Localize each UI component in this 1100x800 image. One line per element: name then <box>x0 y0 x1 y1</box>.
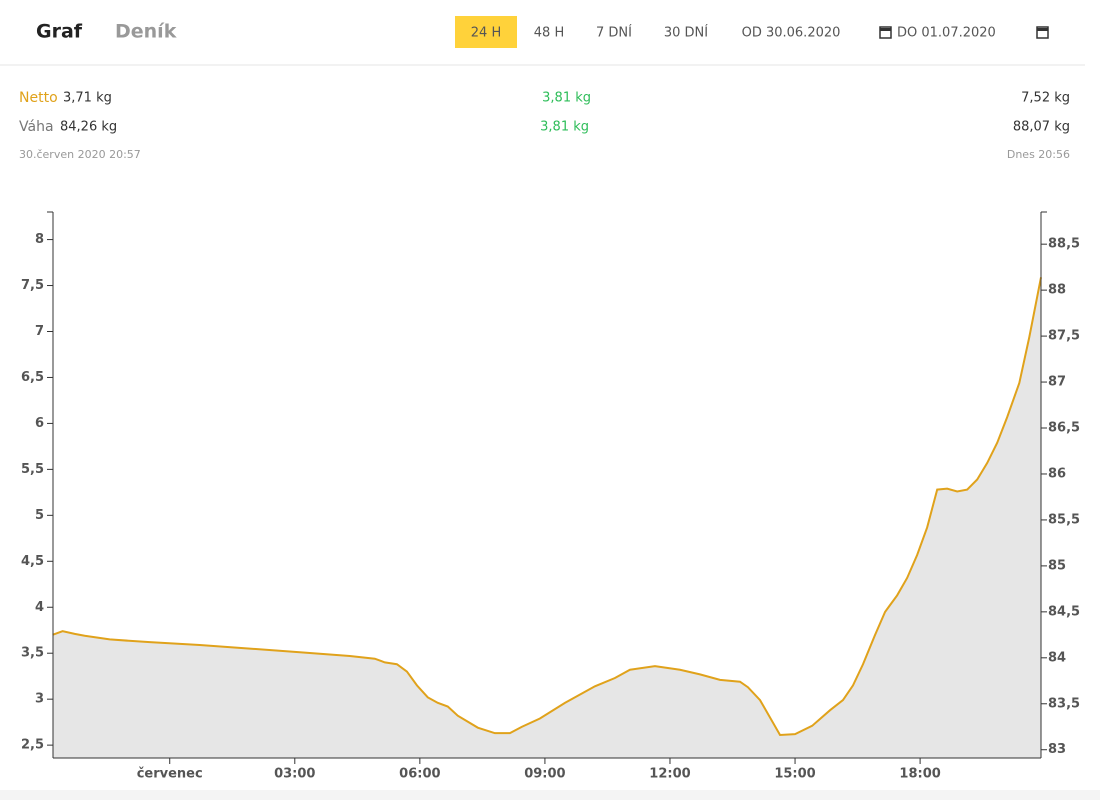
y-tick-label: 5,5 <box>21 462 44 477</box>
y2-tick-label: 83,5 <box>1048 696 1080 711</box>
start-time: 30.červen 2020 20:57 <box>19 148 141 161</box>
stat-label: Netto <box>19 90 58 106</box>
area <box>52 277 1041 758</box>
stat-start: 84,26 kg <box>60 120 117 135</box>
y2-tick-label: 86 <box>1048 466 1066 481</box>
stat-end: 88,07 kg <box>1013 120 1070 135</box>
y-tick-label: 7 <box>35 324 44 339</box>
y2-tick-label: 87 <box>1048 375 1066 390</box>
tab[interactable]: Graf <box>36 21 83 43</box>
y-tick-label: 2,5 <box>21 738 44 753</box>
end-time: Dnes 20:56 <box>1007 148 1070 161</box>
stat-label: Váha <box>19 119 54 135</box>
y-tick-label: 8 <box>35 232 44 247</box>
y2-tick-label: 84 <box>1048 650 1066 665</box>
x-tick-label: 06:00 <box>399 767 440 782</box>
y2-tick-label: 84,5 <box>1048 604 1080 619</box>
tab[interactable]: Deník <box>115 21 177 43</box>
y2-tick-label: 88,5 <box>1048 237 1080 252</box>
calendar-icon[interactable] <box>879 26 892 39</box>
filter[interactable]: OD 30.06.2020 <box>742 26 841 41</box>
y-tick-label: 3 <box>35 692 44 707</box>
footer-strip <box>0 790 1100 800</box>
x-tick-label: červenec <box>137 767 203 782</box>
stat-change: 3,81 kg <box>540 120 589 135</box>
x-tick-label: 15:00 <box>774 767 815 782</box>
y2-tick-label: 85,5 <box>1048 512 1080 527</box>
y2-tick-label: 88 <box>1048 283 1066 298</box>
filter[interactable]: DO 01.07.2020 <box>897 26 996 41</box>
filter[interactable]: 7 DNÍ <box>596 25 632 41</box>
y2-tick-label: 87,5 <box>1048 329 1080 344</box>
y-tick-label: 5 <box>35 508 44 523</box>
x-tick-label: 09:00 <box>524 767 565 782</box>
filter[interactable]: 24 H <box>471 26 501 41</box>
filter[interactable]: 30 DNÍ <box>664 25 708 41</box>
y-tick-label: 4 <box>35 600 44 615</box>
stat-end: 7,52 kg <box>1021 91 1070 106</box>
line <box>52 277 1042 737</box>
chart: 2,5 3 3,5 4 4,5 5 5,5 6 6,5 7 7,5 8 83 83,5 84 84,5 85 85… <box>21 211 1080 782</box>
y-tick-label: 3,5 <box>21 646 44 661</box>
x-tick-label: 18:00 <box>899 767 940 782</box>
x-tick-label: 12:00 <box>649 767 690 782</box>
y-tick-label: 6 <box>35 416 44 431</box>
active-filter-bg <box>455 16 517 48</box>
filter[interactable]: 48 H <box>534 26 564 41</box>
y-tick-label: 4,5 <box>21 554 44 569</box>
y2-tick-label: 85 <box>1048 558 1066 573</box>
y-tick-label: 6,5 <box>21 370 44 385</box>
calendar-icon[interactable] <box>1036 26 1049 39</box>
stat-start: 3,71 kg <box>63 91 112 106</box>
y2-tick-label: 83 <box>1048 742 1066 757</box>
x-tick-label: 03:00 <box>274 767 315 782</box>
y2-tick-label: 86,5 <box>1048 421 1080 436</box>
stat-change: 3,81 kg <box>542 91 591 106</box>
y-tick-label: 7,5 <box>21 278 44 293</box>
